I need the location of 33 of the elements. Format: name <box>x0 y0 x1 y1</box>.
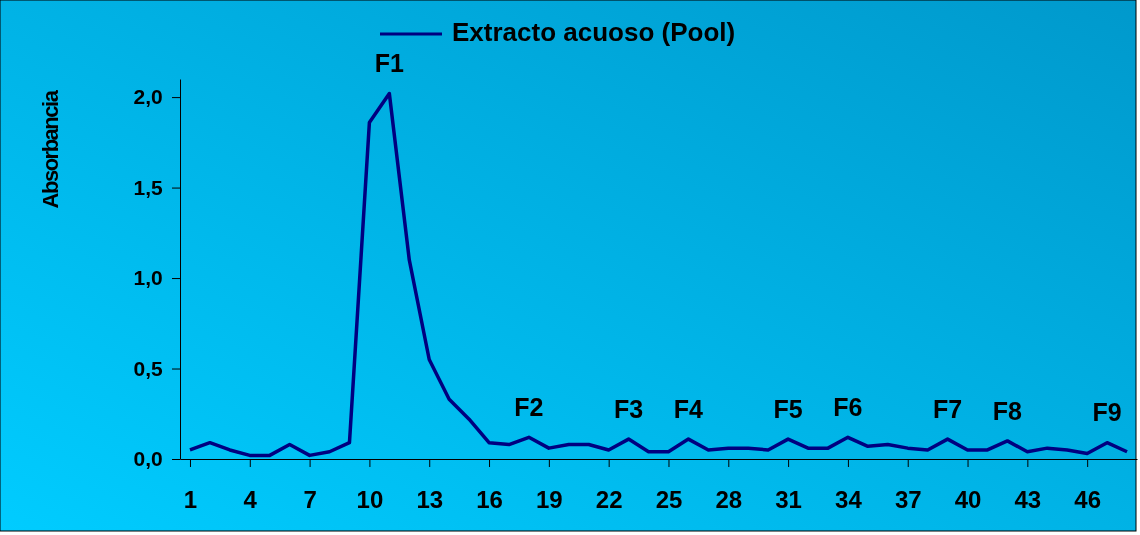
legend-label: Extracto acuoso (Pool) <box>452 16 736 47</box>
x-tick-label: 25 <box>655 486 683 514</box>
x-tick-label: 13 <box>416 486 444 514</box>
x-tick-label: 37 <box>894 486 922 514</box>
x-tick-label: 22 <box>595 486 623 514</box>
x-tick-label: 16 <box>476 486 503 514</box>
x-tick-label: 34 <box>835 486 863 514</box>
annotation: F8 <box>992 396 1023 425</box>
y-tick-label: 0,0 <box>133 447 163 471</box>
annotation: F7 <box>933 394 963 423</box>
y-tick-label: 2,0 <box>133 85 163 109</box>
x-tick-label: 1 <box>183 486 198 514</box>
x-tick-label: 40 <box>954 486 982 514</box>
y-tick-label: 1,0 <box>133 266 163 290</box>
line-series <box>188 91 1129 458</box>
x-tick-label: 10 <box>356 486 384 514</box>
annotation: F1 <box>374 49 405 78</box>
x-tick-label: 31 <box>775 486 802 514</box>
x-tick-label: 46 <box>1074 486 1102 514</box>
x-tick-label: 4 <box>243 486 258 514</box>
annotation: F6 <box>833 392 863 421</box>
annotation: F2 <box>514 392 544 421</box>
y-tick-label: 0,5 <box>133 356 164 380</box>
annotation: F5 <box>773 394 803 423</box>
y-tick-label: 1,5 <box>133 175 164 199</box>
x-tick-label: 28 <box>715 486 743 514</box>
annotation: F4 <box>673 394 704 423</box>
annotation: F9 <box>1092 398 1122 427</box>
x-tick-label: 7 <box>303 486 317 514</box>
x-tick-label: 43 <box>1014 486 1042 514</box>
x-tick-label: 19 <box>535 486 563 514</box>
annotation: F3 <box>614 394 644 423</box>
y-axis-title: Absorbancia <box>38 89 63 209</box>
